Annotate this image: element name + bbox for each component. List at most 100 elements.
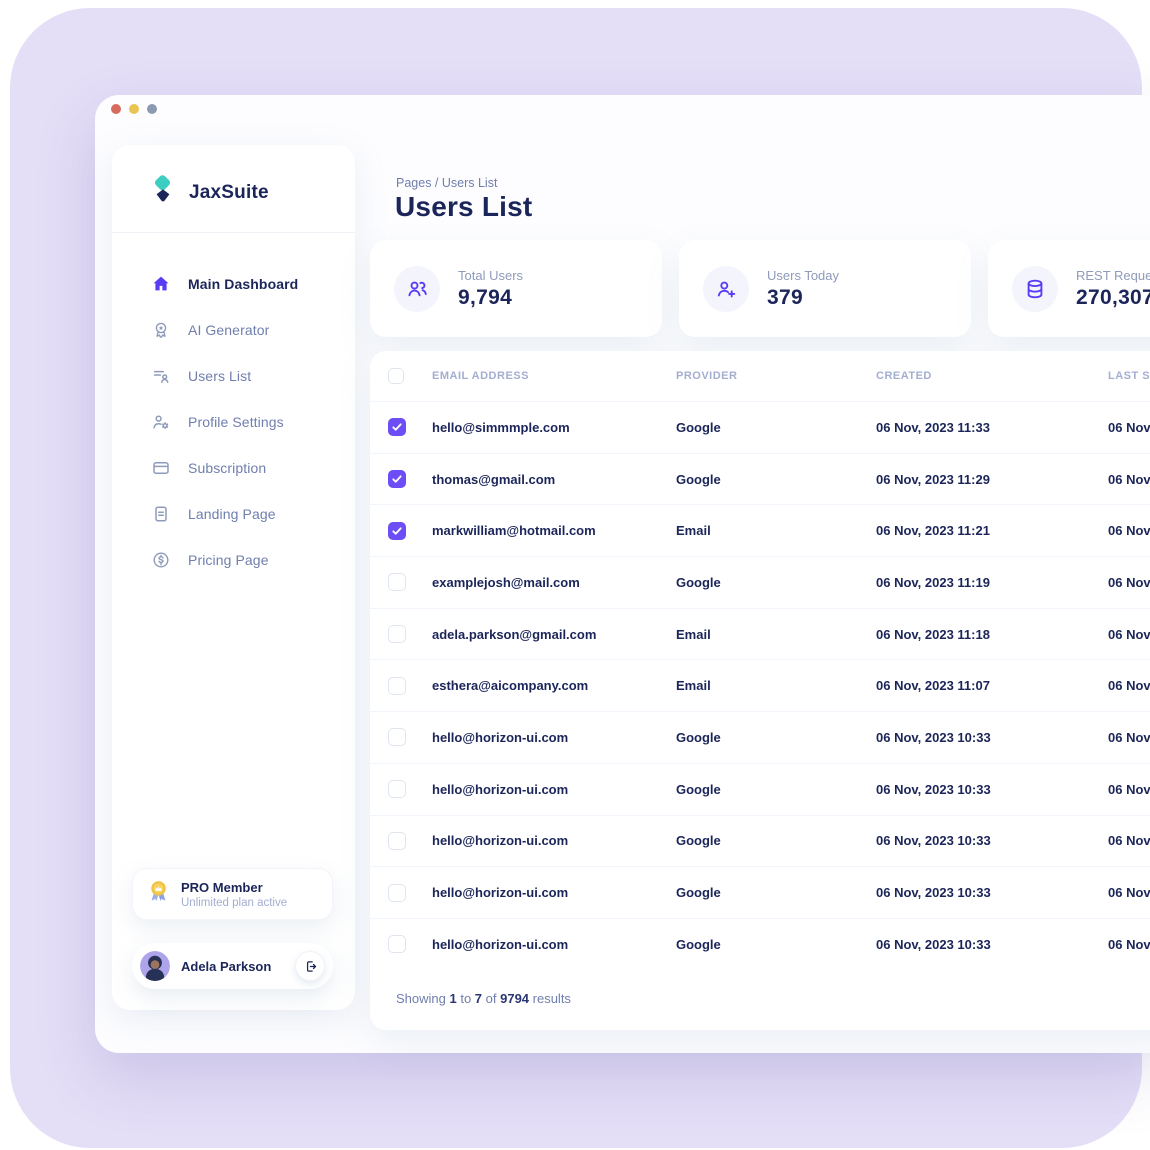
table-row: hello@simmmple.com Google 06 Nov, 2023 11:… [370, 401, 1150, 453]
dollar-circle-icon [152, 551, 170, 569]
row-checkbox[interactable] [388, 418, 406, 437]
column-header-email-address[interactable]: EMAIL ADDRESS [432, 370, 529, 382]
maximize-button[interactable] [147, 104, 157, 114]
stats-row: Total Users 9,794 Users Today 379 REST Reque… [370, 240, 1150, 337]
table-row: hello@horizon-ui.com Google 06 Nov, 2023 1… [370, 814, 1150, 867]
last-sign-in-cell: 06 Nov, [1108, 471, 1150, 487]
stat-card-total-users: Total Users 9,794 [370, 240, 662, 337]
brand: JaxSuite [112, 145, 355, 210]
sidebar-nav: Main Dashboard AI Generator Users List Prof… [112, 233, 355, 583]
email-cell: hello@simmmple.com [432, 419, 570, 435]
sidebar-item-profile-settings[interactable]: Profile Settings [112, 399, 355, 445]
last-sign-in-cell: 06 Nov, [1108, 729, 1150, 745]
row-checkbox[interactable] [388, 676, 406, 695]
created-cell: 06 Nov, 2023 10:33 [876, 729, 991, 745]
sidebar-item-label: AI Generator [188, 322, 270, 338]
sidebar-item-main-dashboard[interactable]: Main Dashboard [112, 261, 355, 307]
email-cell: hello@horizon-ui.com [432, 885, 569, 901]
stat-card-users-today: Users Today 379 [679, 240, 971, 337]
provider-cell: Email [676, 678, 711, 694]
credit-card-icon [152, 459, 170, 477]
row-checkbox[interactable] [388, 780, 406, 799]
created-cell: 06 Nov, 2023 11:33 [876, 419, 990, 435]
home-icon [152, 275, 170, 293]
user-profile-row: Adela Parkson [132, 943, 333, 989]
provider-cell: Google [676, 574, 721, 590]
table-row: markwilliam@hotmail.com Email 06 Nov, 2023… [370, 504, 1150, 556]
email-cell: esthera@aicompany.com [432, 678, 589, 694]
row-checkbox[interactable] [388, 935, 406, 954]
email-cell: markwilliam@hotmail.com [432, 523, 596, 539]
provider-cell: Google [676, 781, 721, 797]
table-row: thomas@gmail.com Google 06 Nov, 2023 11:29… [370, 452, 1150, 505]
sidebar-item-label: Users List [188, 368, 252, 384]
pro-member-card[interactable]: PRO Member Unlimited plan active [132, 868, 333, 920]
avatar[interactable] [140, 951, 170, 981]
email-cell: thomas@gmail.com [432, 471, 556, 487]
last-sign-in-cell: 06 Nov, [1108, 574, 1150, 590]
stat-value: 270,307 [1076, 285, 1150, 309]
created-cell: 06 Nov, 2023 11:18 [876, 626, 990, 642]
created-cell: 06 Nov, 2023 11:29 [876, 471, 990, 487]
sidebar-item-ai-generator[interactable]: AI Generator [112, 307, 355, 353]
created-cell: 06 Nov, 2023 11:07 [876, 678, 990, 694]
table-row: examplejosh@mail.com Google 06 Nov, 2023 1… [370, 556, 1150, 608]
created-cell: 06 Nov, 2023 11:19 [876, 574, 990, 590]
brand-logo-icon [148, 175, 178, 210]
stat-value: 379 [767, 285, 803, 309]
table-header-row: EMAIL ADDRESS PROVIDER CREATED LAST SIGN IN [370, 351, 1150, 401]
sidebar-item-subscription[interactable]: Subscription [112, 445, 355, 491]
medal-icon [145, 878, 172, 910]
sidebar-item-label: Subscription [188, 460, 267, 476]
created-cell: 06 Nov, 2023 10:33 [876, 885, 991, 901]
last-sign-in-cell: 06 Nov, [1108, 781, 1150, 797]
table-row: hello@horizon-ui.com Google 06 Nov, 2023 1… [370, 762, 1150, 815]
last-sign-in-cell: 06 Nov, [1108, 936, 1150, 952]
provider-cell: Google [676, 729, 721, 745]
last-sign-in-cell: 06 Nov, [1108, 678, 1150, 694]
row-checkbox[interactable] [388, 883, 406, 902]
column-header-created[interactable]: CREATED [876, 370, 932, 382]
sidebar-item-pricing-page[interactable]: Pricing Page [112, 537, 355, 583]
results-summary: Showing 1 to 7 of 9794 results [396, 991, 571, 1006]
row-checkbox[interactable] [388, 470, 406, 489]
created-cell: 06 Nov, 2023 10:33 [876, 936, 991, 952]
column-header-last-sign-in[interactable]: LAST SIGN IN [1108, 370, 1150, 382]
minimize-button[interactable] [129, 104, 139, 114]
row-checkbox[interactable] [388, 728, 406, 747]
row-checkbox[interactable] [388, 625, 406, 644]
email-cell: hello@horizon-ui.com [432, 936, 569, 952]
stat-card-rest-requests: REST Requests 270,307 [988, 240, 1150, 337]
sidebar: JaxSuite Main Dashboard AI Generator Users… [112, 145, 355, 1010]
user-name: Adela Parkson [181, 958, 272, 974]
stat-label: Users Today [767, 267, 840, 283]
users-table: EMAIL ADDRESS PROVIDER CREATED LAST SIGN IN… [370, 351, 1150, 1030]
email-cell: examplejosh@mail.com [432, 574, 580, 590]
column-header-provider[interactable]: PROVIDER [676, 370, 738, 382]
last-sign-in-cell: 06 Nov, [1108, 626, 1150, 642]
email-cell: adela.parkson@gmail.com [432, 626, 597, 642]
provider-cell: Email [676, 523, 711, 539]
sidebar-item-label: Main Dashboard [188, 276, 299, 292]
row-checkbox[interactable] [388, 573, 406, 592]
sidebar-item-users-list[interactable]: Users List [112, 353, 355, 399]
brand-name: JaxSuite [189, 181, 269, 203]
last-sign-in-cell: 06 Nov, [1108, 523, 1150, 539]
provider-cell: Google [676, 419, 721, 435]
logout-button[interactable] [295, 951, 325, 981]
close-button[interactable] [111, 104, 121, 114]
sidebar-item-label: Landing Page [188, 506, 276, 522]
last-sign-in-cell: 06 Nov, [1108, 885, 1150, 901]
created-cell: 06 Nov, 2023 10:33 [876, 833, 991, 849]
users-icon [394, 265, 440, 312]
breadcrumb[interactable]: Pages / Users List [396, 176, 498, 190]
row-checkbox[interactable] [388, 521, 406, 540]
email-cell: hello@horizon-ui.com [432, 833, 569, 849]
row-checkbox[interactable] [388, 831, 406, 850]
award-icon [152, 321, 170, 339]
provider-cell: Google [676, 936, 721, 952]
sidebar-item-landing-page[interactable]: Landing Page [112, 491, 355, 537]
provider-cell: Google [676, 833, 721, 849]
select-all-checkbox[interactable] [388, 368, 404, 384]
